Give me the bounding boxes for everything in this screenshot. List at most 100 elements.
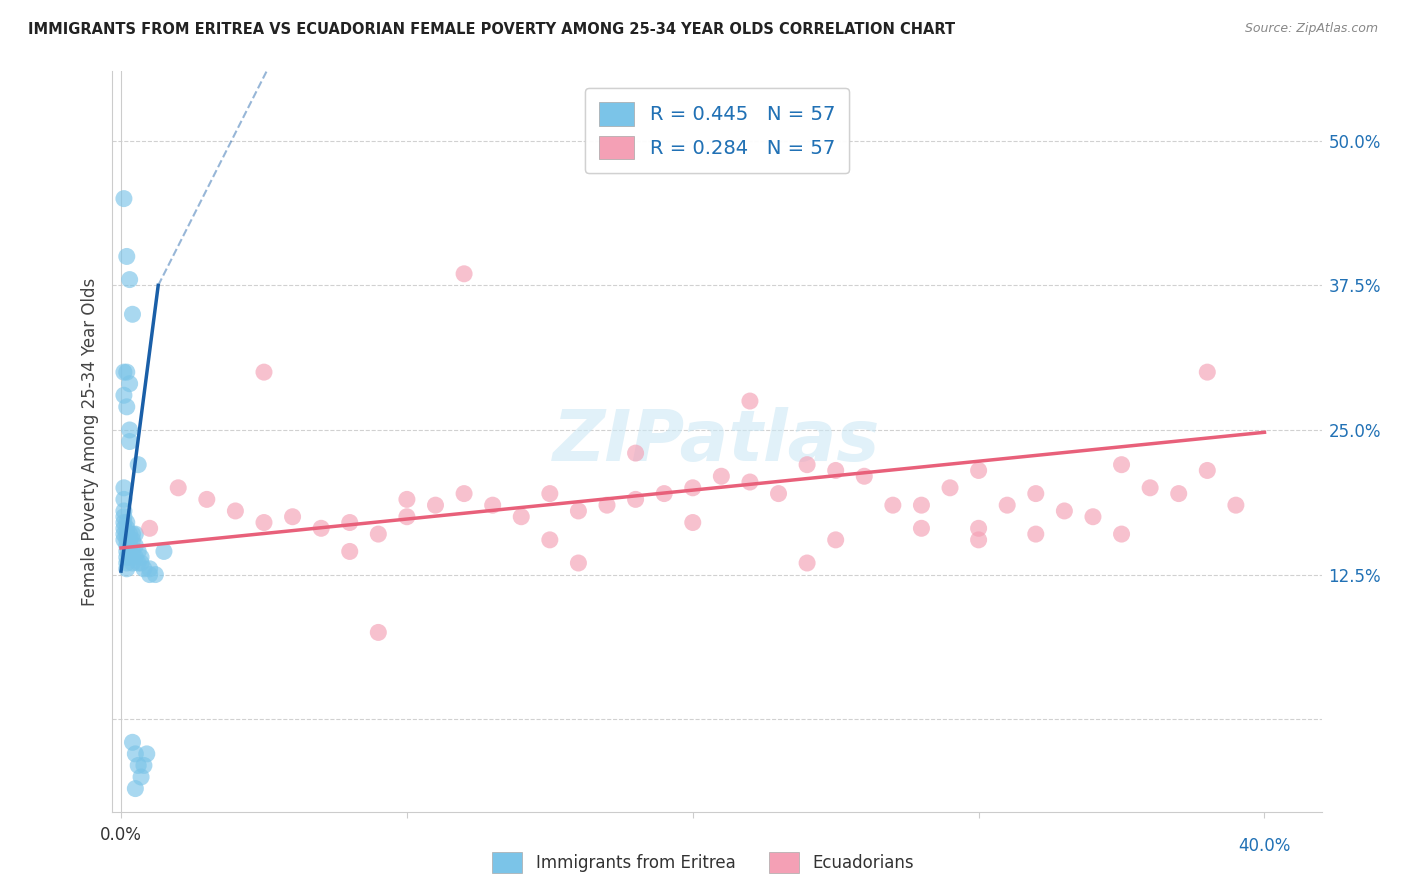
Point xyxy=(118,527,141,541)
Point xyxy=(153,544,176,558)
Point xyxy=(115,521,138,535)
Point xyxy=(127,458,149,472)
Point xyxy=(824,463,846,477)
Point xyxy=(138,521,160,535)
Point xyxy=(538,533,561,547)
Point xyxy=(124,550,146,565)
Point xyxy=(309,521,332,535)
Point xyxy=(738,475,761,489)
Point xyxy=(567,504,589,518)
Point xyxy=(1081,509,1104,524)
Point xyxy=(967,533,990,547)
Point xyxy=(121,307,143,321)
Point xyxy=(395,492,418,507)
Point xyxy=(624,492,647,507)
Point xyxy=(115,250,138,264)
Point xyxy=(132,758,155,772)
Point xyxy=(112,509,135,524)
Point xyxy=(652,486,675,500)
Point xyxy=(115,562,138,576)
Point xyxy=(481,498,503,512)
Point xyxy=(1167,486,1189,500)
Point xyxy=(115,365,138,379)
Point xyxy=(425,498,447,512)
Point xyxy=(1139,481,1161,495)
Point xyxy=(710,469,733,483)
Point xyxy=(118,376,141,391)
Point xyxy=(115,527,138,541)
Point xyxy=(882,498,904,512)
Point xyxy=(129,550,152,565)
Point xyxy=(115,539,138,553)
Point xyxy=(967,521,990,535)
Point xyxy=(143,567,166,582)
Point xyxy=(112,533,135,547)
Point xyxy=(124,747,146,761)
Point xyxy=(395,509,418,524)
Point xyxy=(129,770,152,784)
Point xyxy=(682,481,704,495)
Point xyxy=(1053,504,1076,518)
Point xyxy=(127,556,149,570)
Point xyxy=(682,516,704,530)
Point xyxy=(167,481,190,495)
Point xyxy=(115,550,138,565)
Point xyxy=(115,556,138,570)
Point xyxy=(132,562,155,576)
Point xyxy=(112,365,135,379)
Point xyxy=(195,492,218,507)
Point xyxy=(281,509,304,524)
Point xyxy=(121,544,143,558)
Point xyxy=(118,544,141,558)
Point xyxy=(115,544,138,558)
Point xyxy=(910,498,932,512)
Point xyxy=(121,527,143,541)
Point xyxy=(1111,527,1133,541)
Point xyxy=(624,446,647,460)
Point xyxy=(538,486,561,500)
Point xyxy=(453,486,475,500)
Text: IMMIGRANTS FROM ERITREA VS ECUADORIAN FEMALE POVERTY AMONG 25-34 YEAR OLDS CORRE: IMMIGRANTS FROM ERITREA VS ECUADORIAN FE… xyxy=(28,22,955,37)
Point xyxy=(112,521,135,535)
Legend: R = 0.445   N = 57, R = 0.284   N = 57: R = 0.445 N = 57, R = 0.284 N = 57 xyxy=(585,88,849,173)
Point xyxy=(121,735,143,749)
Point xyxy=(1025,527,1047,541)
Point xyxy=(129,556,152,570)
Point xyxy=(118,550,141,565)
Point xyxy=(853,469,876,483)
Point xyxy=(738,394,761,409)
Point xyxy=(339,544,361,558)
Point xyxy=(253,365,276,379)
Text: Source: ZipAtlas.com: Source: ZipAtlas.com xyxy=(1244,22,1378,36)
Point xyxy=(510,509,533,524)
Point xyxy=(112,504,135,518)
Point xyxy=(995,498,1018,512)
Point xyxy=(127,758,149,772)
Point xyxy=(824,533,846,547)
Point xyxy=(339,516,361,530)
Point xyxy=(121,533,143,547)
Point xyxy=(118,272,141,286)
Point xyxy=(1197,463,1219,477)
Point xyxy=(118,423,141,437)
Point xyxy=(112,481,135,495)
Point xyxy=(112,192,135,206)
Point xyxy=(112,388,135,402)
Point xyxy=(138,567,160,582)
Point xyxy=(967,463,990,477)
Point xyxy=(115,400,138,414)
Point xyxy=(567,556,589,570)
Point xyxy=(1111,458,1133,472)
Point xyxy=(596,498,619,512)
Point xyxy=(118,539,141,553)
Point xyxy=(1225,498,1247,512)
Point xyxy=(118,434,141,449)
Point xyxy=(112,527,135,541)
Point xyxy=(796,556,818,570)
Point xyxy=(138,562,160,576)
Point xyxy=(115,533,138,547)
Point xyxy=(910,521,932,535)
Point xyxy=(124,539,146,553)
Point xyxy=(367,625,389,640)
Point xyxy=(1197,365,1219,379)
